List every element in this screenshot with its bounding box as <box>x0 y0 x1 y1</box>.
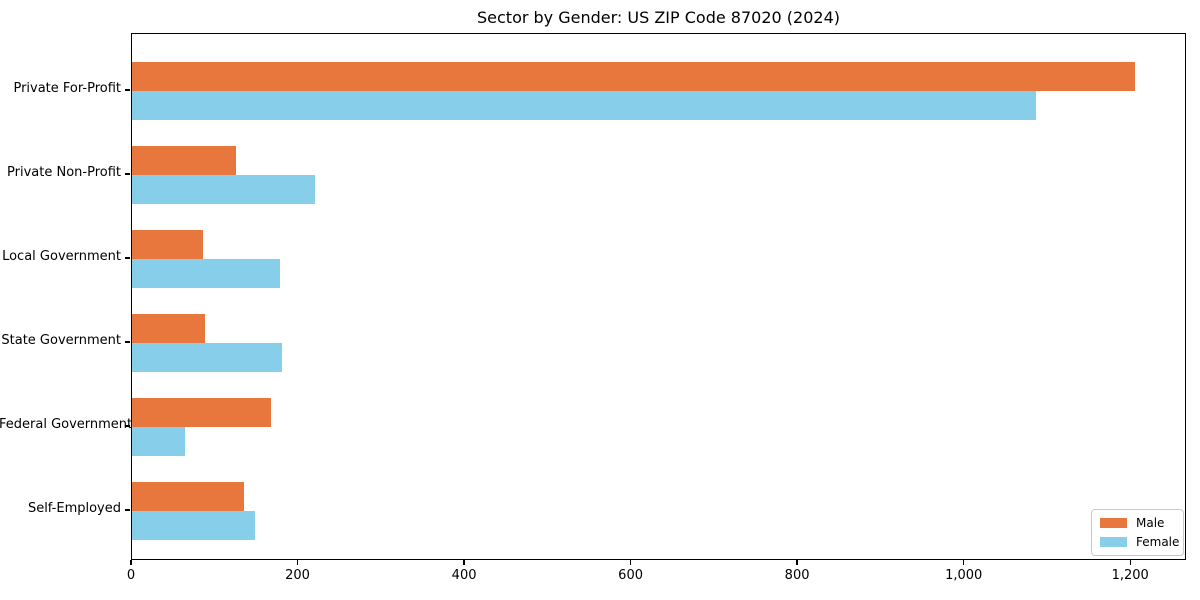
y-label-local-government: Local Government <box>2 249 121 264</box>
bar-female-federal-government <box>132 427 186 456</box>
x-tick-1-200 <box>1129 560 1131 565</box>
bar-female-state-government <box>132 343 282 372</box>
legend: Male Female <box>1091 509 1184 556</box>
bar-female-private-for-profit <box>132 91 1036 120</box>
bar-female-self-employed <box>132 511 256 540</box>
male-swatch <box>1100 518 1127 528</box>
chart-title: Sector by Gender: US ZIP Code 87020 (202… <box>477 8 840 27</box>
y-tick-state-government <box>125 341 130 343</box>
legend-entry-female: Female <box>1100 535 1183 549</box>
y-tick-private-for-profit <box>125 89 130 91</box>
bar-male-federal-government <box>132 398 272 427</box>
x-label-1-000: 1,000 <box>945 568 983 583</box>
x-tick-200 <box>296 560 299 565</box>
x-tick-1-000 <box>962 560 965 565</box>
y-label-private-for-profit: Private For-Profit <box>13 81 121 96</box>
plot-area <box>131 33 1186 560</box>
y-tick-federal-government <box>125 425 130 427</box>
bar-male-private-for-profit <box>132 62 1136 91</box>
y-tick-self-employed <box>125 509 130 511</box>
x-tick-400 <box>463 560 465 565</box>
bar-female-private-non-profit <box>132 175 316 204</box>
bar-male-local-government <box>132 230 203 259</box>
x-tick-600 <box>629 560 632 565</box>
x-label-200: 200 <box>285 568 310 583</box>
y-label-self-employed: Self-Employed <box>27 501 121 516</box>
y-tick-private-non-profit <box>125 173 130 175</box>
x-tick-800 <box>796 560 798 565</box>
x-label-800: 800 <box>784 568 810 583</box>
bar-male-state-government <box>132 314 206 343</box>
legend-label-male: Male <box>1136 516 1165 530</box>
x-label-600: 600 <box>618 568 643 583</box>
x-label-400: 400 <box>451 568 477 583</box>
x-tick-0 <box>130 560 132 565</box>
bar-female-local-government <box>132 259 281 288</box>
y-tick-local-government <box>125 257 130 259</box>
y-label-private-non-profit: Private Non-Profit <box>7 165 121 180</box>
y-label-state-government: State Government <box>1 333 121 348</box>
legend-label-female: Female <box>1136 535 1180 549</box>
x-label-0: 0 <box>126 568 136 583</box>
bar-male-private-non-profit <box>132 146 237 175</box>
y-label-federal-government: Federal Government <box>0 417 133 432</box>
legend-entry-male: Male <box>1100 516 1183 530</box>
female-swatch <box>1100 537 1127 547</box>
bar-male-self-employed <box>132 482 245 511</box>
x-label-1-200: 1,200 <box>1111 568 1149 583</box>
